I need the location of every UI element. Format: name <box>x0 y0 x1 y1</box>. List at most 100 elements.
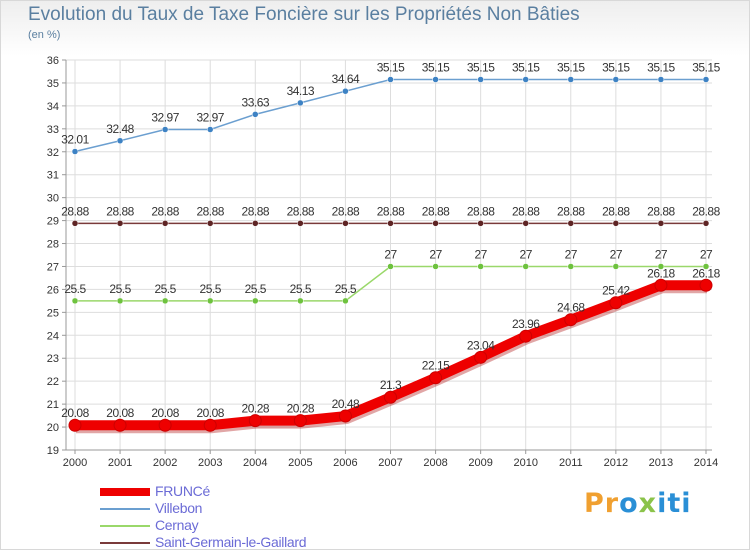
x-tick-label: 2003 <box>198 457 222 469</box>
data-point-frunc- <box>158 418 172 432</box>
data-point-saint-germain-le-gaillard <box>71 220 79 227</box>
data-label-villebon: 35.15 <box>557 61 585 75</box>
chart-subtitle: (en %) <box>28 29 61 41</box>
data-label-frunc-: 26.18 <box>647 266 675 280</box>
data-label-saint-germain-le-gaillard: 28.88 <box>287 204 315 218</box>
data-point-villebon <box>297 99 304 107</box>
data-point-cernay <box>702 263 710 270</box>
data-label-frunc-: 20.48 <box>332 397 360 411</box>
data-label-villebon: 35.15 <box>422 61 450 75</box>
data-label-villebon: 32.97 <box>151 111 179 125</box>
data-label-saint-germain-le-gaillard: 28.88 <box>647 204 675 218</box>
data-point-saint-germain-le-gaillard <box>387 220 394 227</box>
data-point-villebon <box>342 87 349 95</box>
data-point-frunc- <box>474 350 488 364</box>
data-label-villebon: 34.64 <box>332 72 360 86</box>
data-label-frunc-: 24.68 <box>557 301 585 315</box>
data-label-villebon: 32.01 <box>61 133 89 147</box>
data-point-cernay <box>161 297 169 305</box>
data-label-frunc-: 21.3 <box>380 378 402 392</box>
data-point-frunc- <box>113 418 127 432</box>
data-label-saint-germain-le-gaillard: 28.88 <box>332 204 360 218</box>
data-point-frunc- <box>68 418 82 432</box>
x-tick-label: 2000 <box>63 457 87 469</box>
data-point-cernay <box>387 263 394 270</box>
y-tick-label: 19 <box>47 445 59 457</box>
data-label-saint-germain-le-gaillard: 28.88 <box>422 204 450 218</box>
data-point-cernay <box>432 263 439 270</box>
y-tick-label: 29 <box>47 216 59 228</box>
chart-title: Evolution du Taux de Taxe Foncière sur l… <box>28 4 580 25</box>
data-point-saint-germain-le-gaillard <box>612 220 620 227</box>
data-label-villebon: 35.15 <box>602 61 630 75</box>
legend-label: Cernay <box>155 517 199 533</box>
data-label-frunc-: 23.96 <box>512 317 540 331</box>
data-label-cernay: 27 <box>610 247 623 261</box>
data-label-frunc-: 20.08 <box>196 406 224 420</box>
x-tick-label: 2006 <box>333 457 357 469</box>
legend-label: Saint-Germain-le-Gaillard <box>155 534 307 550</box>
data-point-cernay <box>612 263 620 270</box>
legend-label: Villebon <box>155 500 203 516</box>
data-label-saint-germain-le-gaillard: 28.88 <box>242 204 270 218</box>
x-tick-label: 2004 <box>243 457 267 469</box>
data-point-saint-germain-le-gaillard <box>252 220 259 227</box>
data-label-cernay: 27 <box>700 247 713 261</box>
x-tick-label: 2002 <box>153 457 177 469</box>
data-label-saint-germain-le-gaillard: 28.88 <box>602 204 630 218</box>
data-label-frunc-: 20.08 <box>61 406 89 420</box>
data-label-frunc-: 22.15 <box>422 359 450 373</box>
data-point-saint-germain-le-gaillard <box>522 220 529 227</box>
y-tick-label: 21 <box>47 399 59 411</box>
data-label-villebon: 35.15 <box>467 61 495 75</box>
y-tick-label: 34 <box>47 101 59 113</box>
data-label-frunc-: 20.08 <box>106 406 134 420</box>
y-tick-label: 26 <box>47 284 59 296</box>
data-label-villebon: 35.15 <box>377 61 405 75</box>
data-label-frunc-: 25.42 <box>602 284 630 298</box>
data-point-villebon <box>432 76 439 83</box>
data-point-cernay <box>297 297 304 305</box>
x-tick-label: 2005 <box>288 457 312 469</box>
data-point-saint-germain-le-gaillard <box>477 220 484 227</box>
data-point-villebon <box>252 111 259 118</box>
data-point-frunc- <box>338 409 352 423</box>
data-label-cernay: 25.5 <box>200 282 222 296</box>
data-label-villebon: 32.48 <box>106 122 134 136</box>
legend-swatch-villebon <box>100 508 150 510</box>
data-point-cernay <box>477 263 484 270</box>
y-tick-label: 24 <box>47 330 59 342</box>
y-tick-label: 20 <box>47 422 59 434</box>
data-label-villebon: 35.15 <box>692 61 720 75</box>
data-label-cernay: 25.5 <box>335 282 357 296</box>
data-label-frunc-: 20.08 <box>151 406 179 420</box>
data-label-cernay: 25.5 <box>245 282 267 296</box>
data-point-frunc- <box>564 313 578 327</box>
data-point-saint-germain-le-gaillard <box>702 220 710 227</box>
data-label-cernay: 25.5 <box>290 282 312 296</box>
data-point-saint-germain-le-gaillard <box>161 220 169 227</box>
x-tick-label: 2014 <box>694 457 718 469</box>
data-point-villebon <box>387 76 394 83</box>
data-point-frunc- <box>293 414 307 428</box>
data-point-cernay <box>71 297 79 305</box>
y-tick-label: 32 <box>47 147 59 159</box>
data-label-cernay: 25.5 <box>154 282 176 296</box>
data-label-saint-germain-le-gaillard: 28.88 <box>196 204 224 218</box>
data-label-cernay: 27 <box>655 247 668 261</box>
y-tick-label: 23 <box>47 353 59 365</box>
data-label-villebon: 33.63 <box>242 95 270 109</box>
y-tick-label: 27 <box>47 261 59 273</box>
y-tick-label: 35 <box>47 78 59 90</box>
data-point-frunc- <box>203 418 217 432</box>
x-tick-label: 2008 <box>423 457 447 469</box>
legend-label: FRUNCé <box>155 483 210 499</box>
data-label-frunc-: 23.04 <box>467 338 495 352</box>
data-point-cernay <box>252 297 259 305</box>
data-label-saint-germain-le-gaillard: 28.88 <box>467 204 495 218</box>
data-label-villebon: 34.13 <box>287 84 315 98</box>
y-tick-label: 33 <box>47 124 59 136</box>
data-point-villebon <box>567 76 575 83</box>
